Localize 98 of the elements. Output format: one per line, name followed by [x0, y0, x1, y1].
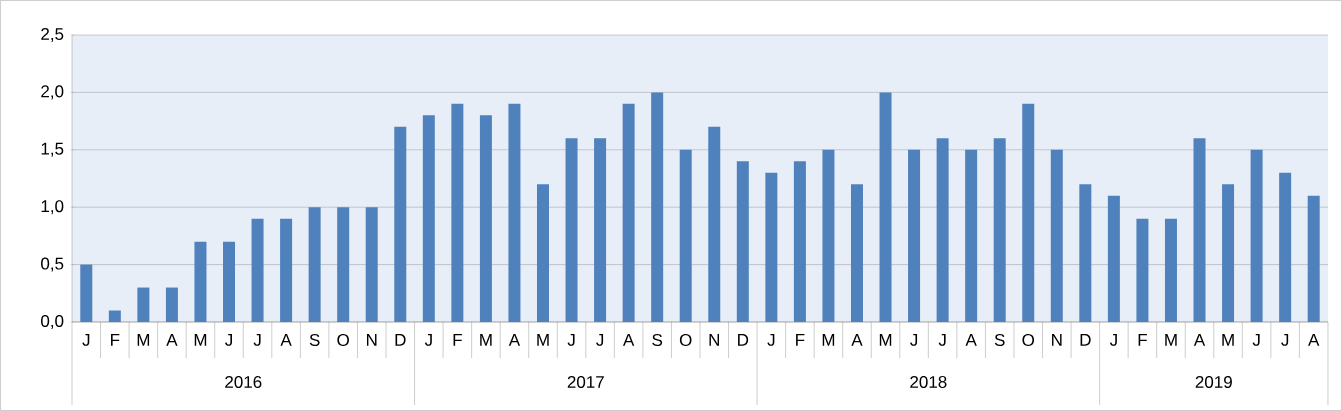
x-tick-label: A	[965, 333, 977, 346]
x-tick-label: O	[337, 333, 349, 347]
bar	[1279, 172, 1292, 322]
bar	[251, 218, 264, 322]
x-tick-label: A	[1308, 333, 1320, 346]
bar	[793, 161, 806, 322]
y-tick-label: 2,0	[41, 85, 64, 100]
bar	[1022, 103, 1035, 322]
x-tick-label: J	[767, 333, 775, 346]
y-tick-label: 2,5	[41, 27, 64, 43]
bar	[223, 241, 236, 322]
x-tick-label: N	[366, 333, 377, 346]
x-tick-label: N	[709, 333, 719, 346]
bar	[651, 92, 664, 322]
bar	[679, 149, 692, 322]
bar	[337, 207, 350, 322]
x-tick-label: M	[1165, 333, 1177, 346]
y-tick-label: 1,5	[41, 142, 64, 157]
bar	[1193, 138, 1206, 322]
x-tick-label: J	[567, 333, 575, 346]
bar	[850, 184, 863, 322]
x-tick-label: J	[253, 333, 261, 346]
x-tick-label: F	[1138, 333, 1147, 346]
x-tick-label: A	[508, 333, 521, 346]
x-tick-label: F	[796, 333, 805, 346]
bar	[993, 138, 1006, 322]
y-tick-label: 0,0	[41, 314, 64, 330]
x-tick-label: J	[938, 333, 946, 346]
x-tick-label: M	[194, 333, 207, 346]
x-tick-label: A	[851, 333, 863, 346]
bar	[508, 103, 521, 322]
bar	[622, 103, 635, 322]
x-tick-label: M	[879, 333, 892, 346]
text: 2018	[910, 375, 947, 389]
bar	[936, 138, 949, 322]
bar	[879, 92, 892, 322]
bar	[165, 287, 178, 322]
bar	[1079, 184, 1092, 322]
x-tick-label: F	[453, 333, 462, 346]
bar	[1136, 218, 1149, 322]
x-tick-label: J	[910, 333, 918, 346]
x-tick-label: J	[1281, 333, 1289, 346]
x-tick-label: O	[1022, 333, 1035, 347]
bar	[708, 126, 721, 322]
text: 2017	[567, 375, 604, 389]
bar	[565, 138, 578, 322]
x-tick-label: A	[622, 333, 635, 346]
x-tick-label: J	[1252, 333, 1260, 346]
bar	[479, 115, 492, 322]
x-tick-label: M	[480, 333, 492, 346]
bar	[822, 149, 835, 322]
bar	[965, 149, 978, 322]
bar	[80, 264, 93, 322]
bar	[1250, 149, 1263, 322]
y-tick-label: 1,0	[41, 200, 64, 215]
x-tick-label: J	[424, 333, 432, 346]
bar	[394, 126, 407, 322]
bar	[908, 149, 921, 322]
x-tick-label: S	[309, 333, 320, 347]
bar	[280, 218, 293, 322]
x-tick-label: O	[679, 333, 692, 347]
bar	[308, 207, 321, 322]
x-tick-label: S	[994, 333, 1005, 347]
bar	[365, 207, 378, 322]
bar	[451, 103, 464, 322]
x-tick-label: A	[166, 333, 178, 346]
text: 2016	[225, 375, 262, 389]
x-tick-label: M	[137, 333, 150, 346]
x-tick-label: D	[738, 333, 749, 346]
x-tick-label: S	[652, 333, 663, 347]
bar	[137, 287, 150, 322]
bar	[736, 161, 749, 322]
bar	[1307, 195, 1320, 322]
bar	[765, 172, 778, 322]
x-tick-label: J	[1109, 333, 1117, 346]
bar	[1164, 218, 1177, 322]
x-tick-label: D	[395, 333, 406, 346]
x-tick-label: A	[280, 333, 292, 346]
x-tick-label: J	[596, 333, 604, 346]
x-tick-label: M	[537, 333, 549, 346]
bar	[1222, 184, 1235, 322]
bar	[536, 184, 549, 322]
x-tick-label: M	[1222, 333, 1234, 346]
bar	[1050, 149, 1063, 322]
bar	[194, 241, 207, 322]
x-tick-label: N	[1052, 333, 1062, 346]
bar	[108, 310, 121, 322]
x-tick-label: A	[1193, 333, 1206, 346]
y-tick-label: 0,5	[41, 257, 64, 272]
x-tick-label: J	[82, 333, 90, 346]
bar	[594, 138, 607, 322]
text: 2019	[1195, 375, 1232, 389]
bar	[422, 115, 435, 322]
x-tick-label: M	[822, 333, 835, 346]
x-tick-label: D	[1080, 333, 1091, 346]
x-tick-label: J	[225, 333, 232, 346]
bar	[1107, 195, 1120, 322]
x-tick-label: F	[111, 333, 120, 346]
